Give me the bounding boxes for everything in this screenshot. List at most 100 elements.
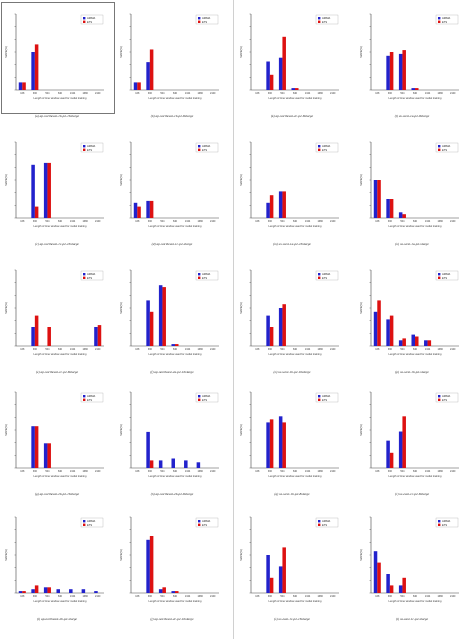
chart-caption: (g) ap-northeast-2b-p2-16xlarge: [34, 492, 80, 496]
bar-arima: [171, 591, 175, 593]
bar-chart: MAPE(%) 168 336 504 840 1344 1680 2100 Length of…: [239, 516, 339, 603]
legend: [435, 517, 459, 528]
column-divider: [233, 0, 234, 639]
bar-ets: [269, 419, 274, 468]
bar-arima: [69, 589, 73, 593]
chart-caption: (t) us-east-1c-p2-xlarge: [395, 617, 429, 621]
bar-chart: MAPE(%) 168 336 504 840 1344 1680 2100 Length of…: [119, 391, 219, 478]
x-tick-label: 1680: [82, 92, 88, 95]
bar-ets: [162, 587, 166, 593]
bar-arima: [411, 88, 415, 90]
legend: [80, 270, 104, 281]
legend-label: ETS: [442, 398, 447, 402]
legend-label: ARIMA: [202, 272, 210, 276]
x-tick-label: 504: [280, 470, 285, 473]
x-tick-label: 168: [20, 348, 25, 351]
bar-arima: [386, 574, 390, 593]
legend-label: ARIMA: [87, 519, 95, 523]
x-tick-label: 1344: [70, 348, 76, 351]
x-tick-label: 2100: [450, 470, 456, 473]
bar-arima: [146, 200, 150, 218]
legend: [80, 142, 104, 153]
x-axis-label: Length of time window used for model tra…: [149, 352, 202, 356]
bar-ets: [389, 315, 394, 346]
legend-swatch: [318, 520, 321, 523]
x-tick-label: 168: [375, 92, 380, 95]
legend-label: ETS: [202, 148, 207, 152]
bar-arima: [266, 315, 270, 346]
bar-chart: MAPE(%) 168 336 504 840 1344 1680 2100 Length of…: [4, 13, 104, 100]
legend: [435, 270, 459, 281]
x-tick-label: 840: [293, 220, 298, 223]
legend: [80, 517, 104, 528]
x-axis-label: Length of time window used for model tra…: [34, 96, 87, 100]
x-tick-label: 168: [20, 470, 25, 473]
bar-ets: [47, 162, 51, 218]
bar-arima: [266, 555, 270, 593]
bar-arima: [398, 340, 403, 346]
chart-panel: MAPE(%) 168 336 504 840 1344 1680 2100 Length of…: [2, 258, 112, 378]
bar-arima: [171, 458, 175, 468]
bar-ets: [34, 206, 39, 218]
x-tick-label: 168: [375, 470, 380, 473]
bar-arima: [158, 460, 163, 468]
chart-caption: (c) ap-northeast-1c-p2-16xlarge: [35, 242, 79, 246]
bar-ets: [97, 325, 102, 346]
x-tick-label: 1680: [317, 220, 323, 223]
bar-chart: MAPE(%) 168 336 504 840 1344 1680 2100 Length of…: [4, 516, 104, 603]
x-axis-label: Length of time window used for model tra…: [34, 224, 87, 228]
legend-label: ARIMA: [442, 519, 450, 523]
x-tick-label: 168: [20, 92, 25, 95]
bar-ets: [34, 426, 39, 468]
chart-caption: (e) ap-northeast-1c-p2-8xlarge: [35, 370, 79, 374]
x-tick-label: 504: [160, 595, 165, 598]
x-tick-label: 840: [58, 220, 63, 223]
bar-arima: [278, 566, 283, 593]
legend: [195, 142, 219, 153]
x-tick-label: 1344: [70, 595, 76, 598]
legend-swatch: [83, 520, 86, 523]
bar-ets: [389, 585, 394, 593]
legend-label: ARIMA: [322, 394, 330, 398]
chart-caption: (d) ap-northeast-1c-p2-xlarge: [151, 242, 193, 246]
x-tick-label: 336: [33, 470, 38, 473]
legend-swatch: [198, 17, 201, 20]
chart-panel: MAPE(%) 168 336 504 840 1344 1680 2100 Length of…: [2, 380, 112, 500]
x-tick-label: 2100: [450, 348, 456, 351]
y-axis-label: MAPE(%): [359, 302, 363, 314]
x-tick-label: 1344: [305, 92, 311, 95]
x-tick-label: 1680: [437, 348, 443, 351]
bar-arima: [398, 53, 403, 90]
x-tick-label: 168: [135, 92, 140, 95]
legend-label: ETS: [202, 276, 207, 280]
legend-label: ARIMA: [442, 272, 450, 276]
chart-panel: MAPE(%) 168 336 504 840 1344 1680 2100 Length of…: [357, 505, 467, 625]
x-tick-label: 168: [375, 220, 380, 223]
bar-ets: [34, 585, 39, 593]
x-tick-label: 168: [20, 595, 25, 598]
legend-label: ARIMA: [442, 16, 450, 20]
x-tick-label: 1680: [82, 348, 88, 351]
legend-label: ARIMA: [87, 16, 95, 20]
legend-swatch: [438, 276, 441, 279]
bar-chart: MAPE(%) 168 336 504 840 1344 1680 2100 Length of…: [359, 269, 459, 356]
legend-label: ETS: [442, 523, 447, 527]
bar-arima: [373, 180, 378, 218]
legend: [435, 392, 459, 403]
x-tick-label: 1344: [185, 220, 191, 223]
legend-swatch: [438, 273, 441, 276]
bar-arima: [146, 539, 150, 593]
legend: [435, 142, 459, 153]
legend-swatch: [198, 20, 201, 23]
bar-ets: [389, 199, 394, 218]
bar-chart: MAPE(%) 168 336 504 840 1344 1680 2100 Length of…: [359, 516, 459, 603]
x-tick-label: 504: [160, 470, 165, 473]
x-tick-label: 1680: [317, 470, 323, 473]
bar-arima: [31, 164, 35, 218]
x-tick-label: 840: [413, 595, 418, 598]
legend-label: ARIMA: [322, 144, 330, 148]
x-tick-label: 336: [268, 92, 273, 95]
legend-label: ARIMA: [202, 394, 210, 398]
x-tick-label: 2100: [95, 595, 101, 598]
y-axis-label: MAPE(%): [4, 174, 8, 186]
